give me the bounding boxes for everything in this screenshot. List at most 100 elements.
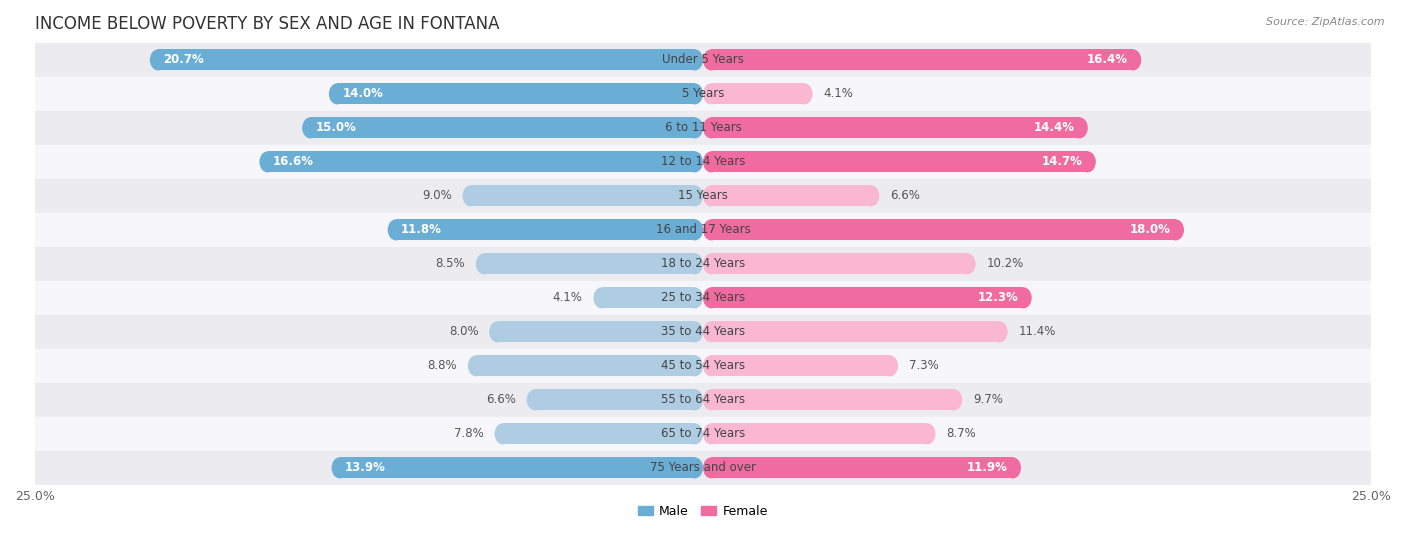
Bar [484,253,695,274]
Bar [337,83,695,105]
Circle shape [489,321,506,343]
Text: 5 Years: 5 Years [682,87,724,101]
Circle shape [703,457,720,479]
Text: 8.5%: 8.5% [436,257,465,271]
Text: 15 Years: 15 Years [678,190,728,202]
Circle shape [686,83,703,105]
Text: Under 5 Years: Under 5 Years [662,54,744,67]
Bar [711,253,967,274]
Circle shape [686,186,703,206]
Circle shape [388,219,405,240]
FancyBboxPatch shape [35,111,1371,145]
FancyBboxPatch shape [35,179,1371,213]
Bar [340,457,695,479]
Text: 6.6%: 6.6% [486,394,516,406]
FancyBboxPatch shape [35,417,1371,451]
Circle shape [1071,117,1088,139]
Circle shape [703,117,720,139]
Text: 16 and 17 Years: 16 and 17 Years [655,224,751,236]
Text: 10.2%: 10.2% [986,257,1024,271]
Circle shape [463,186,479,206]
Circle shape [686,389,703,410]
Text: 18 to 24 Years: 18 to 24 Years [661,257,745,271]
Circle shape [329,83,346,105]
Bar [711,151,1087,172]
Text: 45 to 54 Years: 45 to 54 Years [661,359,745,372]
Circle shape [1125,49,1142,70]
Bar [711,356,890,376]
Text: 4.1%: 4.1% [824,87,853,101]
Circle shape [703,186,720,206]
Text: 35 to 44 Years: 35 to 44 Years [661,325,745,338]
Circle shape [686,287,703,309]
Bar [711,457,1012,479]
Text: 18.0%: 18.0% [1130,224,1171,236]
Bar [503,423,695,444]
Text: 11.8%: 11.8% [401,224,441,236]
Bar [711,321,1000,343]
FancyBboxPatch shape [35,451,1371,485]
Circle shape [150,49,166,70]
Circle shape [686,423,703,444]
Circle shape [920,423,935,444]
Text: 9.0%: 9.0% [422,190,451,202]
Circle shape [686,253,703,274]
Bar [602,287,695,309]
Circle shape [882,356,898,376]
Circle shape [302,117,319,139]
Bar [311,117,695,139]
Bar [267,151,695,172]
Bar [711,219,1175,240]
Circle shape [686,151,703,172]
Text: 15.0%: 15.0% [315,121,356,134]
Text: 4.1%: 4.1% [553,291,582,304]
Circle shape [946,389,962,410]
Bar [396,219,695,240]
Bar [711,389,953,410]
Text: 7.8%: 7.8% [454,427,484,440]
Text: 65 to 74 Years: 65 to 74 Years [661,427,745,440]
Circle shape [495,423,512,444]
Circle shape [703,83,720,105]
Bar [711,287,1024,309]
Text: 11.9%: 11.9% [967,461,1008,475]
Circle shape [703,321,720,343]
Circle shape [686,356,703,376]
FancyBboxPatch shape [35,315,1371,349]
Circle shape [1080,151,1095,172]
Circle shape [686,49,703,70]
Text: 9.7%: 9.7% [973,394,1002,406]
Legend: Male, Female: Male, Female [633,500,773,523]
Circle shape [959,253,976,274]
Text: 13.9%: 13.9% [344,461,385,475]
Bar [534,389,695,410]
Circle shape [527,389,543,410]
Text: 25 to 34 Years: 25 to 34 Years [661,291,745,304]
Bar [471,186,695,206]
Text: 55 to 64 Years: 55 to 64 Years [661,394,745,406]
Circle shape [593,287,610,309]
FancyBboxPatch shape [35,77,1371,111]
Bar [711,83,804,105]
Text: 14.0%: 14.0% [342,87,382,101]
Text: 75 Years and over: 75 Years and over [650,461,756,475]
Circle shape [703,49,720,70]
Circle shape [1167,219,1184,240]
FancyBboxPatch shape [35,349,1371,383]
Circle shape [686,321,703,343]
Circle shape [259,151,276,172]
Circle shape [1015,287,1032,309]
Circle shape [468,356,485,376]
Bar [477,356,695,376]
FancyBboxPatch shape [35,247,1371,281]
FancyBboxPatch shape [35,145,1371,179]
Circle shape [991,321,1008,343]
Circle shape [703,389,720,410]
Bar [711,117,1080,139]
Text: 16.4%: 16.4% [1087,54,1128,67]
Text: 6 to 11 Years: 6 to 11 Years [665,121,741,134]
Text: 16.6%: 16.6% [273,155,314,168]
Text: 8.7%: 8.7% [946,427,976,440]
Text: 14.4%: 14.4% [1033,121,1074,134]
Text: INCOME BELOW POVERTY BY SEX AND AGE IN FONTANA: INCOME BELOW POVERTY BY SEX AND AGE IN F… [35,15,499,33]
